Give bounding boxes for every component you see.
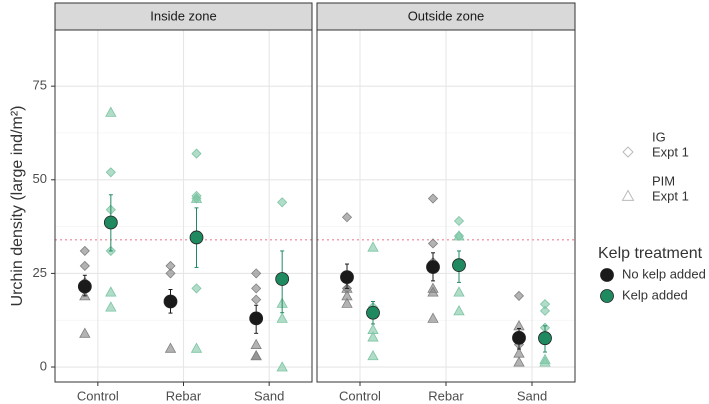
ig-point	[79, 260, 90, 271]
mean-point	[275, 272, 290, 286]
ig-point	[513, 290, 525, 301]
legend-label: No kelp added	[622, 266, 706, 281]
pim-point	[79, 327, 91, 338]
ig-point	[277, 197, 288, 208]
pim-point	[427, 312, 439, 323]
ig-point	[191, 148, 202, 159]
pim-point	[190, 342, 203, 353]
mean-point	[163, 294, 178, 309]
pim-point	[427, 286, 439, 297]
strip-label: Outside zone	[408, 8, 485, 23]
ig-point	[251, 268, 262, 279]
mean-point	[538, 331, 552, 346]
legend-label: IG	[652, 129, 666, 144]
ig-point	[79, 245, 90, 257]
legend-label: Expt 1	[652, 188, 689, 203]
pim-point	[453, 230, 465, 241]
pim-point	[539, 356, 551, 367]
pim-point	[453, 305, 465, 316]
ig-point	[453, 215, 465, 227]
pim-point	[190, 192, 203, 203]
pim-point	[250, 338, 262, 349]
y-axis-label: Urchin density (large ind/m²)	[9, 106, 26, 307]
x-tick-label: Rebar	[428, 388, 464, 403]
ig-point	[105, 167, 116, 178]
legend-key	[600, 268, 614, 282]
ig-point	[427, 193, 439, 204]
strip	[316, 2, 576, 31]
pim-point	[276, 312, 288, 323]
x-tick-label: Sand	[254, 388, 284, 403]
mean-point	[77, 279, 92, 294]
pim-point	[105, 286, 117, 297]
y-tick-label: 75	[33, 78, 47, 93]
mean-point	[189, 230, 204, 245]
ig-point	[165, 268, 176, 279]
pim-point	[105, 301, 117, 312]
pim-point	[105, 106, 117, 117]
pim-point	[250, 349, 262, 361]
legend-shape	[622, 146, 634, 158]
mean-point	[366, 305, 380, 320]
pim-point	[367, 349, 379, 361]
pim-point	[367, 241, 379, 252]
legend-label: PIM	[652, 173, 675, 188]
y-tick-label: 50	[33, 171, 47, 186]
y-tick-label: 0	[40, 358, 47, 373]
mean-point	[340, 270, 354, 285]
mean-point	[249, 311, 264, 326]
ig-point	[251, 294, 262, 305]
legend-shape	[621, 189, 635, 201]
pim-point	[367, 331, 379, 342]
legend-label: Expt 1	[652, 144, 689, 159]
pim-point	[453, 286, 465, 297]
pim-point	[513, 356, 525, 367]
strip	[54, 2, 313, 31]
legend-label: Kelp added	[622, 287, 688, 302]
ig-point	[251, 283, 262, 294]
y-tick-label: 25	[33, 265, 47, 280]
pim-point	[341, 297, 353, 308]
legend-title: Kelp treatment	[598, 245, 703, 262]
mean-point	[426, 260, 440, 274]
x-tick-label: Control	[77, 388, 119, 403]
ig-point	[539, 305, 551, 316]
ig-point	[427, 238, 439, 249]
mean-point	[452, 258, 466, 273]
mean-point	[103, 215, 118, 230]
pim-point	[276, 361, 288, 372]
mean-point	[512, 330, 526, 345]
pim-point	[164, 342, 177, 353]
x-tick-label: Sand	[517, 388, 547, 403]
x-tick-label: Control	[339, 388, 381, 403]
legend-key	[600, 289, 614, 303]
x-tick-label: Rebar	[166, 388, 202, 403]
ig-point	[191, 283, 202, 294]
strip-label: Inside zone	[150, 8, 217, 23]
ig-point	[341, 212, 353, 223]
